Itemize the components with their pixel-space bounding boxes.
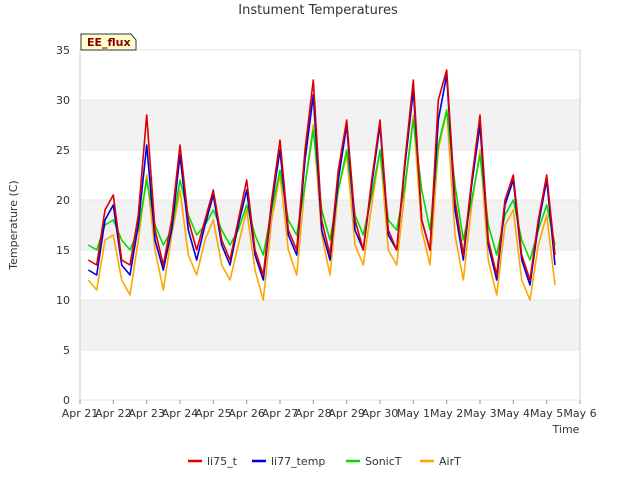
x-tick-label: Apr 22 [95, 407, 132, 420]
badge-shape [80, 33, 137, 51]
legend-label-airt: AirT [439, 455, 461, 468]
series-lines [87, 69, 556, 301]
y-tick-label: 10 [56, 294, 70, 307]
x-tick-label: Apr 29 [328, 407, 365, 420]
grid-bands [80, 100, 580, 350]
y-tick-label: 5 [63, 344, 70, 357]
x-tick-label: Apr 30 [362, 407, 399, 420]
flux-badge: EE_flux [80, 33, 137, 51]
x-tick-label: May 2 [430, 407, 463, 420]
x-tick-label: May 4 [497, 407, 530, 420]
legend-label-li75-t: li75_t [207, 455, 238, 468]
grid-band [80, 300, 580, 350]
y-tick-label: 35 [56, 44, 70, 57]
series-line-li75-t [87, 69, 556, 281]
y-tick-label: 0 [63, 394, 70, 407]
chart-title: Instument Temperatures [238, 3, 398, 18]
y-tick-label: 25 [56, 144, 70, 157]
x-tick-label: Apr 27 [262, 407, 299, 420]
grid-band [80, 100, 580, 150]
x-tick-label: May 1 [397, 407, 430, 420]
x-tick-label: May 6 [563, 407, 596, 420]
x-tick-label: Apr 25 [195, 407, 232, 420]
x-tick-label: Apr 26 [228, 407, 265, 420]
x-tick-label: Apr 28 [295, 407, 332, 420]
x-tick-label: May 3 [463, 407, 496, 420]
y-tick-label: 30 [56, 94, 70, 107]
y-tick-label: 15 [56, 244, 70, 257]
legend-label-sonict: SonicT [365, 455, 402, 468]
badge-text: EE_flux [87, 36, 131, 49]
legend: li75_t li77_temp SonicT AirT [188, 455, 461, 468]
y-ticks: 0 5 10 15 20 25 30 35 [56, 44, 580, 407]
x-axis-label: Time [552, 423, 580, 436]
x-tick-label: Apr 21 [62, 407, 99, 420]
grid-band [80, 200, 580, 250]
x-tick-label: Apr 24 [162, 407, 199, 420]
series-line-li77-temp [87, 74, 556, 286]
x-tick-label: Apr 23 [128, 407, 165, 420]
x-tick-label: May 5 [530, 407, 563, 420]
legend-label-li77-temp: li77_temp [271, 455, 325, 468]
y-axis-label: Temperature (C) [7, 180, 20, 270]
y-tick-label: 20 [56, 194, 70, 207]
